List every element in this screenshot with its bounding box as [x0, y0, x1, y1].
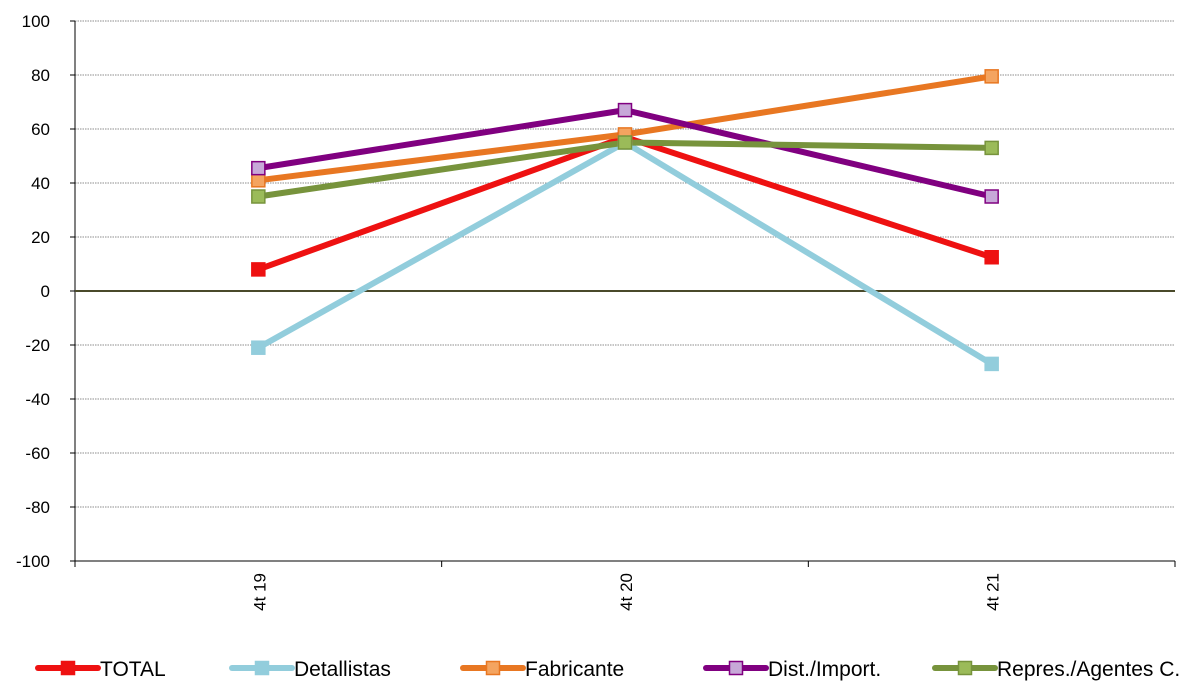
- y-tick-label: 100: [22, 12, 50, 31]
- y-tick-label: 20: [31, 228, 50, 247]
- legend-label: TOTAL: [100, 658, 166, 681]
- series-line: [257, 134, 993, 273]
- data-point: [617, 135, 633, 150]
- legend-label: Repres./Agentes C.: [997, 658, 1180, 681]
- y-tick-label: 80: [31, 66, 50, 85]
- data-point: [251, 189, 266, 204]
- y-tick-label: 60: [31, 120, 50, 139]
- data-point: [984, 140, 999, 156]
- y-tick-label: -20: [25, 336, 50, 355]
- legend-label: Detallistas: [294, 658, 391, 681]
- y-axis-tick-labels: 100 80 60 40 20 0 -20 -40 -60 -80 -100: [16, 12, 50, 571]
- data-point: [984, 356, 999, 372]
- y-tick-label: -80: [25, 498, 50, 517]
- legend-marker: [728, 660, 744, 676]
- x-tick-label: 4t 21: [984, 573, 1003, 611]
- y-tick-label: -100: [16, 552, 50, 571]
- legend-label: Dist./Import.: [768, 658, 881, 681]
- data-point: [984, 250, 999, 265]
- data-point: [251, 262, 266, 277]
- legend-marker: [254, 660, 270, 676]
- y-tick-label: -40: [25, 390, 50, 409]
- data-point: [617, 102, 633, 118]
- data-point: [251, 160, 266, 176]
- data-point: [251, 173, 266, 188]
- data-point: [251, 340, 266, 355]
- x-axis-tick-labels: 4t 19 4t 20 4t 21: [250, 573, 1002, 611]
- series-line: [256, 139, 994, 367]
- x-tick-label: 4t 19: [250, 573, 269, 611]
- legend: TOTAL Detallistas Fabricante Dist./Import. R…: [35, 658, 1180, 681]
- legend-label: Fabricante: [525, 658, 624, 681]
- series-lines: [251, 69, 999, 372]
- y-tick-label: -60: [25, 444, 50, 463]
- data-point: [984, 189, 999, 204]
- legend-marker: [957, 660, 973, 676]
- x-tick-label: 4t 20: [617, 573, 636, 611]
- legend-marker: [485, 660, 501, 676]
- y-tick-label: 0: [41, 282, 50, 301]
- series-line: [257, 107, 993, 200]
- axes: [70, 20, 1176, 567]
- data-point: [984, 69, 999, 84]
- legend-marker: [60, 660, 76, 676]
- y-tick-label: 40: [31, 174, 50, 193]
